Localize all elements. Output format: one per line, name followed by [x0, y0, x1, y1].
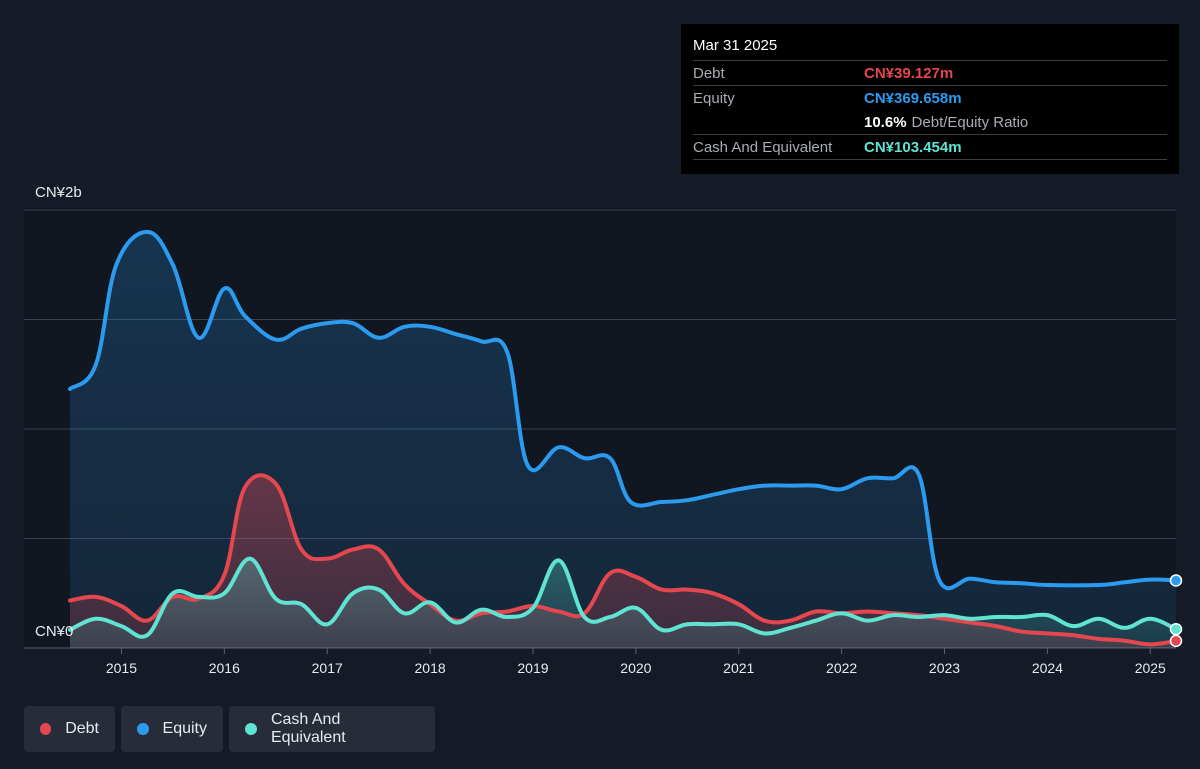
tooltip-equity-value: CN¥369.658m — [864, 89, 962, 107]
x-tick-label: 2020 — [620, 660, 651, 676]
tooltip-ratio-label: Debt/Equity Ratio — [911, 113, 1029, 131]
x-tick-label: 2025 — [1135, 660, 1166, 676]
legend-label-cash: Cash And Equivalent — [270, 711, 346, 746]
x-tick-label: 2022 — [826, 660, 857, 676]
x-axis-ticks: 2015 2016 2017 2018 2019 2020 2021 2022 2023 2024… — [106, 648, 1166, 676]
x-tick-label: 2024 — [1032, 660, 1063, 676]
y-axis-top-label: CN¥2b — [35, 184, 82, 201]
tooltip-equity-row: Equity CN¥369.658m — [693, 85, 1167, 110]
legend-item-cash[interactable]: Cash And Equivalent — [229, 706, 435, 752]
legend-label-debt: Debt — [65, 720, 99, 737]
tooltip-debt-value: CN¥39.127m — [864, 64, 954, 82]
cash-dot-icon — [245, 723, 257, 735]
equity-line — [68, 229, 1178, 591]
cash-area — [70, 558, 1176, 648]
tooltip-cash-row: Cash And Equivalent CN¥103.454m — [693, 134, 1167, 160]
tooltip-debt-row: Debt CN¥39.127m — [693, 60, 1167, 85]
cash-line — [68, 556, 1178, 639]
debt-equity-chart: 2015 2016 2017 2018 2019 2020 2021 2022 2023 2024… — [24, 184, 1183, 676]
tooltip-ratio-value: 10.6% — [864, 113, 907, 131]
tooltip-debt-label: Debt — [693, 64, 725, 82]
x-tick-label: 2019 — [517, 660, 548, 676]
debt-end-marker — [1169, 634, 1183, 648]
x-tick-label: 2015 — [106, 660, 137, 676]
legend-label-equity: Equity — [162, 720, 207, 737]
cash-end-marker — [1169, 622, 1183, 636]
end-markers — [1169, 574, 1183, 648]
x-tick-label: 2021 — [723, 660, 754, 676]
x-tick-label: 2016 — [209, 660, 240, 676]
equity-dot-icon — [137, 723, 149, 735]
legend-item-equity[interactable]: Equity — [121, 706, 223, 752]
tooltip-cash-label: Cash And Equivalent — [693, 138, 833, 156]
debt-line — [68, 473, 1178, 647]
tooltip-equity-label: Equity — [693, 89, 735, 107]
equity-area — [70, 231, 1176, 648]
x-tick-label: 2018 — [415, 660, 446, 676]
tooltip-date: Mar 31 2025 — [693, 37, 778, 54]
tooltip-panel: Mar 31 2025 Debt CN¥39.127m Equity CN¥36… — [681, 24, 1179, 174]
series-lines — [68, 229, 1178, 647]
chart-legend: Debt Equity Cash And Equivalent — [24, 706, 435, 752]
x-tick-label: 2017 — [312, 660, 343, 676]
debt-dot-icon — [40, 723, 52, 735]
tooltip-ratio-row: 10.6% Debt/Equity Ratio — [693, 110, 1167, 134]
equity-end-marker — [1169, 574, 1183, 587]
y-axis-zero-label: CN¥0 — [35, 623, 73, 640]
x-tick-label: 2023 — [929, 660, 960, 676]
series-areas — [70, 231, 1176, 648]
tooltip-cash-value: CN¥103.454m — [864, 138, 962, 156]
legend-item-debt[interactable]: Debt — [24, 706, 115, 752]
